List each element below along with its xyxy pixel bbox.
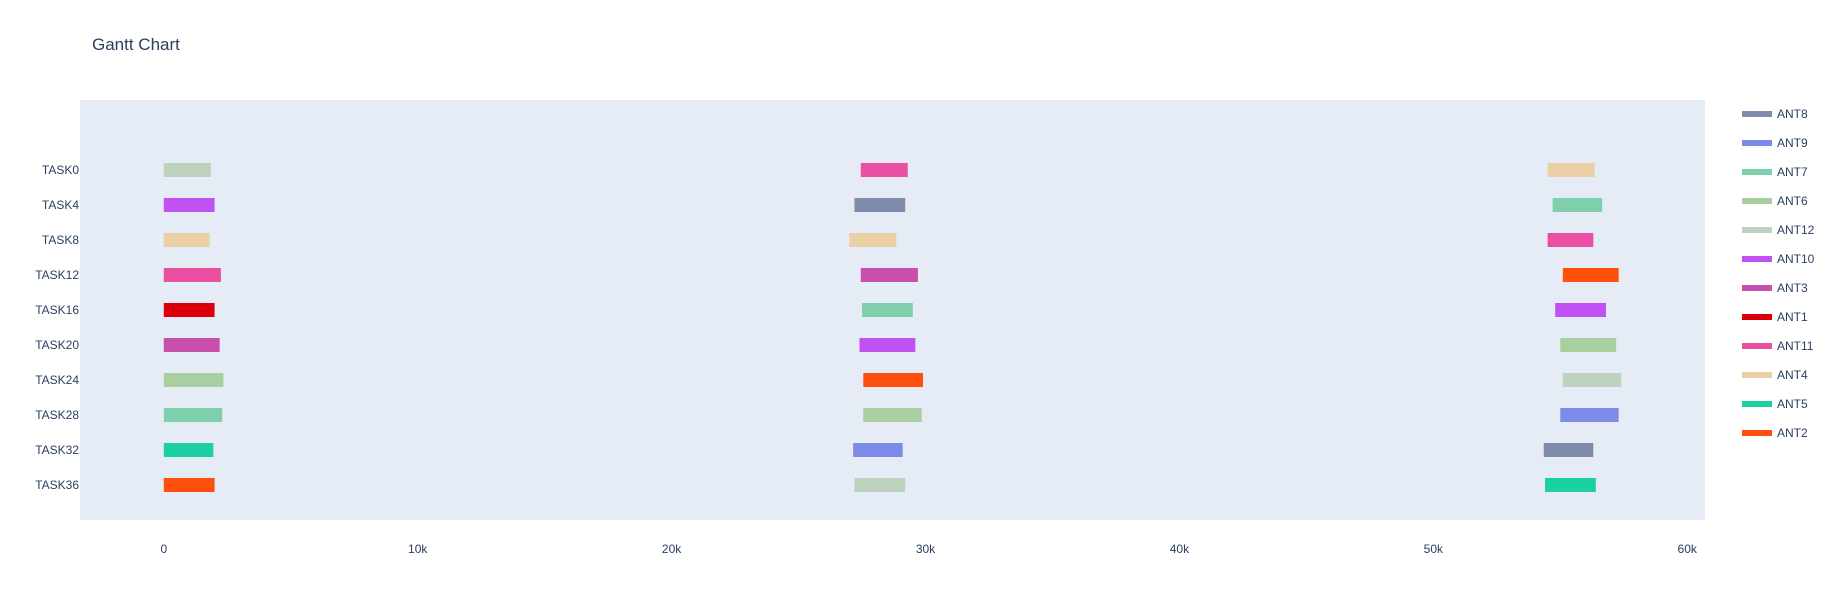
legend-label: ANT12 [1777, 223, 1815, 237]
gantt-bar[interactable] [854, 478, 906, 492]
legend-swatch [1742, 111, 1772, 117]
legend-label: ANT11 [1777, 339, 1814, 353]
legend-label: ANT5 [1777, 397, 1808, 411]
legend-item[interactable]: ANT12 [1742, 223, 1815, 237]
y-tick-label: TASK24 [35, 373, 79, 387]
legend-label: ANT6 [1777, 194, 1808, 208]
gantt-bar[interactable] [849, 233, 897, 247]
x-tick-label: 60k [1678, 542, 1698, 556]
gantt-bar[interactable] [1543, 443, 1594, 457]
legend-swatch [1742, 430, 1772, 436]
y-tick-label: TASK16 [35, 303, 79, 317]
gantt-bar[interactable] [163, 443, 214, 457]
gantt-bar[interactable] [1552, 198, 1603, 212]
y-axis-ticks: TASK0 TASK4 TASK8 TASK12 TASK16 TASK20 TASK24 T… [35, 163, 79, 492]
legend-item[interactable]: ANT10 [1742, 252, 1815, 266]
legend-item[interactable]: ANT4 [1742, 368, 1808, 382]
x-tick-label: 50k [1424, 542, 1444, 556]
gantt-bar[interactable] [163, 268, 221, 282]
legend-swatch [1742, 169, 1772, 175]
gantt-bar[interactable] [859, 338, 916, 352]
legend-swatch [1742, 198, 1772, 204]
legend[interactable]: ANT8 ANT9 ANT7 ANT6 ANT12 ANT10 ANT3 ANT1 ANT11 A… [1742, 107, 1815, 440]
legend-label: ANT9 [1777, 136, 1808, 150]
gantt-bar[interactable] [163, 233, 210, 247]
legend-swatch [1742, 314, 1772, 320]
y-tick-label: TASK36 [35, 478, 79, 492]
gantt-bar[interactable] [862, 303, 913, 317]
gantt-bar[interactable] [863, 373, 923, 387]
x-tick-label: 10k [408, 542, 428, 556]
legend-item[interactable]: ANT7 [1742, 165, 1808, 179]
x-tick-label: 40k [1170, 542, 1190, 556]
gantt-bar[interactable] [1562, 268, 1619, 282]
y-tick-label: TASK0 [42, 163, 79, 177]
legend-item[interactable]: ANT11 [1742, 339, 1814, 353]
legend-item[interactable]: ANT9 [1742, 136, 1808, 150]
legend-label: ANT10 [1777, 252, 1815, 266]
chart-title: Gantt Chart [92, 35, 180, 54]
gantt-bar[interactable] [163, 303, 215, 317]
bars-layer [163, 163, 1622, 492]
legend-item[interactable]: ANT3 [1742, 281, 1808, 295]
x-tick-label: 0 [160, 542, 167, 556]
legend-label: ANT7 [1777, 165, 1808, 179]
y-tick-label: TASK28 [35, 408, 79, 422]
legend-label: ANT4 [1777, 368, 1808, 382]
x-axis-ticks: 0 10k 20k 30k 40k 50k 60k [160, 542, 1697, 556]
gantt-bar[interactable] [1547, 163, 1595, 177]
legend-swatch [1742, 227, 1772, 233]
legend-swatch [1742, 256, 1772, 262]
legend-swatch [1742, 343, 1772, 349]
gantt-bar[interactable] [1562, 373, 1622, 387]
y-tick-label: TASK8 [42, 233, 79, 247]
legend-label: ANT3 [1777, 281, 1808, 295]
legend-label: ANT1 [1777, 310, 1808, 324]
legend-swatch [1742, 285, 1772, 291]
gantt-bar[interactable] [1547, 233, 1594, 247]
legend-swatch [1742, 401, 1772, 407]
x-tick-label: 20k [662, 542, 682, 556]
gantt-bar[interactable] [163, 373, 224, 387]
legend-label: ANT2 [1777, 426, 1808, 440]
gantt-bar[interactable] [1560, 338, 1617, 352]
legend-swatch [1742, 372, 1772, 378]
gantt-bar[interactable] [860, 268, 918, 282]
gantt-bar[interactable] [863, 408, 922, 422]
gantt-bar[interactable] [163, 478, 215, 492]
legend-swatch [1742, 140, 1772, 146]
gantt-bar[interactable] [163, 163, 211, 177]
gantt-bar[interactable] [163, 338, 220, 352]
gantt-bar[interactable] [860, 163, 908, 177]
legend-item[interactable]: ANT5 [1742, 397, 1808, 411]
y-tick-label: TASK20 [35, 338, 79, 352]
gantt-bar[interactable] [163, 408, 223, 422]
y-tick-label: TASK32 [35, 443, 79, 457]
gantt-bar[interactable] [854, 198, 906, 212]
legend-item[interactable]: ANT1 [1742, 310, 1808, 324]
gantt-bar[interactable] [853, 443, 903, 457]
legend-item[interactable]: ANT6 [1742, 194, 1808, 208]
gantt-bar[interactable] [1555, 303, 1606, 317]
y-tick-label: TASK12 [35, 268, 79, 282]
y-tick-label: TASK4 [42, 198, 79, 212]
x-tick-label: 30k [916, 542, 936, 556]
gantt-bar[interactable] [163, 198, 215, 212]
legend-label: ANT8 [1777, 107, 1808, 121]
gantt-bar[interactable] [1560, 408, 1619, 422]
gantt-bar[interactable] [1545, 478, 1596, 492]
legend-item[interactable]: ANT8 [1742, 107, 1808, 121]
legend-item[interactable]: ANT2 [1742, 426, 1808, 440]
